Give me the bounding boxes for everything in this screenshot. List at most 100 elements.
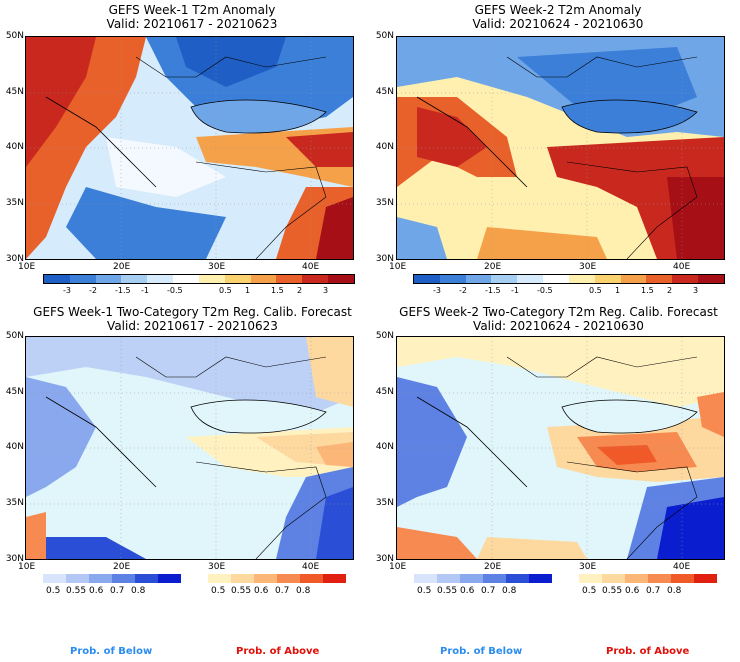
legend-prob-below-label-2: Prob. of Below bbox=[440, 646, 523, 657]
panel1-lat-40n: 40N bbox=[5, 142, 24, 152]
colorbar-tick-label: 1.5 bbox=[271, 286, 284, 295]
colorbar-tick-label: -3 bbox=[433, 286, 441, 295]
panel3-title: GEFS Week-1 Two-Category T2m Reg. Calib.… bbox=[20, 305, 365, 333]
colorbar-swatch bbox=[465, 275, 492, 283]
panel4-title-line1: GEFS Week-2 Two-Category T2m Reg. Calib.… bbox=[399, 305, 718, 319]
panel4-lon-40e: 40E bbox=[673, 562, 691, 572]
panel1-lat-35n: 35N bbox=[5, 198, 24, 208]
colorbar-swatch bbox=[568, 275, 595, 283]
panel2-lon-40e: 40E bbox=[673, 262, 691, 272]
colorbar-swatch bbox=[439, 275, 466, 283]
colorbar-tick-label: -3 bbox=[63, 286, 71, 295]
panel1-valid-dates: Valid: 20210617 - 20210623 bbox=[106, 17, 278, 31]
panel3-lat-45n: 45N bbox=[5, 387, 24, 397]
prob-swatch bbox=[625, 574, 648, 583]
prob-tick-label: 0.8 bbox=[296, 586, 311, 596]
panel3-lon-10e: 10E bbox=[18, 562, 36, 572]
panel4-lat-45n: 45N bbox=[375, 387, 394, 397]
prob-swatch bbox=[112, 574, 135, 583]
colorbar-tick-label: -1 bbox=[141, 286, 149, 295]
prob-swatch bbox=[648, 574, 671, 583]
prob-tick-label: 0.8 bbox=[667, 586, 682, 596]
prob-swatch bbox=[460, 574, 483, 583]
colorbar-tick-label: 0.5 bbox=[589, 286, 602, 295]
colorbar-swatch bbox=[698, 275, 724, 283]
prob-tick-label: 0.6 bbox=[460, 586, 475, 596]
prob-swatch bbox=[671, 574, 694, 583]
prob-tick-label: 0.55 bbox=[602, 586, 623, 596]
panel1-lon-30e: 30E bbox=[208, 262, 226, 272]
colorbar-swatch bbox=[276, 275, 303, 283]
prob-swatch bbox=[483, 574, 506, 583]
panel2-title-line1: GEFS Week-2 T2m Anomaly bbox=[474, 3, 642, 17]
colorbar-swatch bbox=[173, 275, 199, 283]
panel3-lon-30e: 30E bbox=[208, 562, 226, 572]
panel3-lon-20e: 20E bbox=[113, 562, 131, 572]
panel3-above-colorbar bbox=[208, 574, 346, 583]
panel3-lon-40e: 40E bbox=[302, 562, 320, 572]
panel4-valid-dates: Valid: 20210624 - 20210630 bbox=[473, 319, 644, 333]
colorbar-swatch bbox=[121, 275, 148, 283]
panel2-anomaly-map bbox=[396, 36, 725, 260]
prob-swatch bbox=[66, 574, 89, 583]
panel1-title-line1: GEFS Week-1 T2m Anomaly bbox=[108, 3, 276, 17]
colorbar-swatch bbox=[491, 275, 518, 283]
colorbar-tick-label: 2 bbox=[297, 286, 303, 295]
panel4-probability-map bbox=[396, 336, 725, 560]
colorbar-tick-label: 1 bbox=[615, 286, 621, 295]
panel2-lon-10e: 10E bbox=[389, 262, 407, 272]
colorbar-swatch bbox=[44, 275, 70, 283]
colorbar-swatch bbox=[224, 275, 251, 283]
panel1-lat-50n: 50N bbox=[5, 31, 24, 41]
prob-swatch bbox=[323, 574, 346, 583]
colorbar-tick-label: 3 bbox=[693, 286, 699, 295]
prob-swatch bbox=[506, 574, 529, 583]
panel1-title: GEFS Week-1 T2m Anomaly Valid: 20210617 … bbox=[22, 3, 362, 31]
prob-tick-label: 0.7 bbox=[275, 586, 290, 596]
panel2-lat-30n: 30N bbox=[375, 254, 394, 264]
panel4-lat-35n: 35N bbox=[375, 498, 394, 508]
panel3-lat-50n: 50N bbox=[5, 331, 24, 341]
prob-swatch bbox=[437, 574, 460, 583]
colorbar-tick-label: -0.5 bbox=[167, 286, 183, 295]
prob-swatch bbox=[135, 574, 158, 583]
prob-tick-label: 0.55 bbox=[437, 586, 458, 596]
prob-tick-label: 0.8 bbox=[502, 586, 517, 596]
panel4-lat-30n: 30N bbox=[375, 554, 394, 564]
panel4-title: GEFS Week-2 Two-Category T2m Reg. Calib.… bbox=[386, 305, 731, 333]
panel1-lat-30n: 30N bbox=[5, 254, 24, 264]
panel2-lon-20e: 20E bbox=[484, 262, 502, 272]
colorbar-swatch bbox=[69, 275, 96, 283]
colorbar-tick-label: 1 bbox=[245, 286, 251, 295]
prob-tick-label: 0.6 bbox=[254, 586, 269, 596]
panel3-lat-40n: 40N bbox=[5, 442, 24, 452]
colorbar-swatch bbox=[646, 275, 673, 283]
prob-tick-label: 0.5 bbox=[582, 586, 597, 596]
colorbar-swatch bbox=[620, 275, 647, 283]
colorbar-tick-label: -0.5 bbox=[537, 286, 553, 295]
panel1-anomaly-map bbox=[25, 36, 354, 260]
panel4-lon-20e: 20E bbox=[484, 562, 502, 572]
panel2-lat-45n: 45N bbox=[375, 87, 394, 97]
panel2-lon-30e: 30E bbox=[579, 262, 597, 272]
panel1-lat-45n: 45N bbox=[5, 87, 24, 97]
prob-swatch bbox=[158, 574, 181, 583]
prob-tick-label: 0.55 bbox=[66, 586, 87, 596]
colorbar-swatch bbox=[672, 275, 699, 283]
colorbar-swatch bbox=[250, 275, 277, 283]
panel4-lat-40n: 40N bbox=[375, 442, 394, 452]
colorbar-tick-label: -1.5 bbox=[115, 286, 131, 295]
colorbar-swatch bbox=[594, 275, 621, 283]
prob-swatch bbox=[694, 574, 717, 583]
panel4-lon-10e: 10E bbox=[389, 562, 407, 572]
prob-swatch bbox=[579, 574, 602, 583]
panel4-below-colorbar bbox=[414, 574, 552, 583]
prob-swatch bbox=[208, 574, 231, 583]
colorbar-swatch bbox=[147, 275, 174, 283]
panel1-lon-10e: 10E bbox=[18, 262, 36, 272]
colorbar-swatch bbox=[328, 275, 354, 283]
colorbar-tick-label: -2 bbox=[459, 286, 467, 295]
prob-tick-label: 0.7 bbox=[481, 586, 496, 596]
panel1-anomaly-colorbar bbox=[43, 274, 355, 284]
prob-tick-label: 0.7 bbox=[646, 586, 661, 596]
